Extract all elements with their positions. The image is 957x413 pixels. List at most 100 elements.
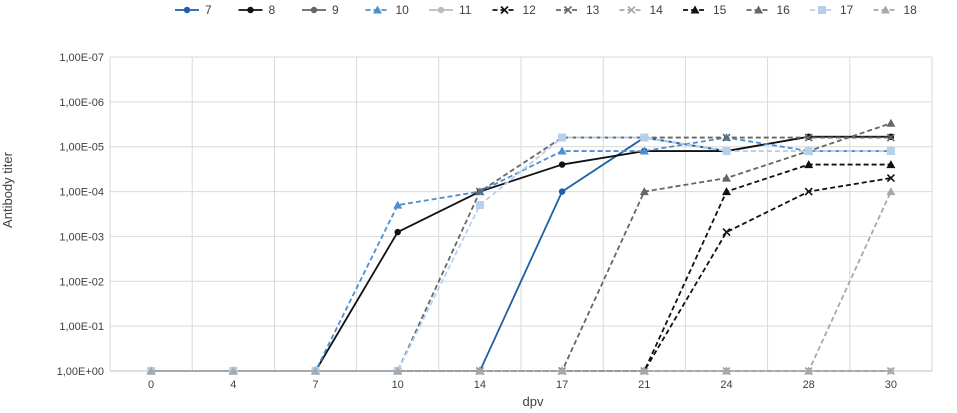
- legend-label: 9: [332, 3, 339, 17]
- marker-legend-15: [690, 5, 700, 14]
- marker-18-6: [639, 366, 649, 375]
- marker-17-6: [640, 133, 649, 142]
- x-tick-label: 28: [803, 379, 815, 391]
- marker-15-8: [804, 160, 814, 169]
- marker-16-9: [886, 118, 896, 127]
- x-tick-label: 21: [638, 379, 650, 391]
- legend-item-7: 7: [175, 3, 212, 17]
- marker-16-6: [639, 187, 649, 196]
- gridlines: [109, 56, 933, 372]
- marker-13-4: [475, 187, 484, 196]
- series-layer: [146, 118, 896, 376]
- y-tick-label: 1,00E-02: [59, 276, 104, 288]
- legend-label: 18: [904, 3, 918, 17]
- x-tick-label: 14: [474, 379, 486, 391]
- y-tick-label: 1,00E-07: [59, 52, 104, 64]
- marker-18-1: [228, 366, 238, 375]
- x-tick-label: 10: [392, 379, 404, 391]
- series-18: [146, 187, 896, 375]
- marker-12-8: [804, 187, 813, 196]
- marker-15-9: [886, 160, 896, 169]
- marker-13-7: [722, 133, 731, 142]
- marker-legend-10: [373, 5, 382, 14]
- legend-item-14: 14: [619, 3, 664, 17]
- x-axis-ticks: 0 4 7 10 14 17 21 24 28 30: [148, 379, 897, 391]
- legend-item-17: 17: [810, 3, 854, 17]
- marker-8-3: [394, 228, 401, 236]
- marker-12-9: [886, 174, 895, 183]
- legend: 7 8 9 10 11 12 13 14 15 16 17 18: [175, 3, 917, 17]
- marker-legend-11: [437, 6, 445, 14]
- marker-18-7: [722, 366, 731, 375]
- marker-18-4: [475, 366, 485, 375]
- y-axis-ticks: 1,00E+00 1,00E-01 1,00E-02 1,00E-03 1,00E-04…: [57, 52, 104, 378]
- marker-legend-18: [881, 5, 890, 14]
- marker-18-0: [146, 366, 156, 375]
- marker-14-9: [886, 366, 895, 376]
- y-tick-label: 1,00E-05: [59, 142, 104, 154]
- legend-item-10: 10: [365, 3, 410, 17]
- legend-item-18: 18: [873, 3, 918, 17]
- legend-label: 8: [269, 3, 276, 17]
- legend-item-16: 16: [746, 3, 791, 17]
- series-line-18: [151, 191, 892, 372]
- legend-label: 15: [713, 3, 727, 17]
- y-tick-label: 1,00E-03: [59, 231, 104, 243]
- legend-item-13: 13: [556, 3, 600, 17]
- legend-item-9: 9: [302, 3, 339, 17]
- marker-17-4: [475, 201, 484, 210]
- legend-label: 17: [840, 3, 854, 17]
- legend-label: 11: [459, 3, 472, 17]
- marker-15-7: [722, 187, 731, 196]
- legend-label: 13: [586, 3, 600, 17]
- legend-label: 16: [777, 3, 791, 17]
- marker-18-5: [557, 366, 567, 375]
- marker-legend-14: [627, 5, 636, 15]
- marker-legend-17: [818, 6, 826, 14]
- marker-10-5: [557, 146, 567, 155]
- marker-13-8: [804, 133, 813, 142]
- marker-legend-13: [563, 5, 573, 15]
- y-tick-label: 1,00E-01: [59, 321, 104, 333]
- marker-10-6: [639, 146, 649, 155]
- y-tick-label: 1,00E-06: [59, 97, 104, 109]
- marker-legend-9: [310, 6, 318, 14]
- marker-16-7: [722, 173, 731, 182]
- marker-17-5: [558, 133, 567, 142]
- marker-7-5: [558, 188, 566, 195]
- x-tick-label: 24: [720, 379, 732, 391]
- marker-17-7: [722, 147, 731, 156]
- legend-item-15: 15: [683, 3, 727, 17]
- marker-legend-7: [183, 6, 191, 14]
- legend-label: 10: [396, 3, 410, 17]
- marker-13-9: [886, 133, 895, 142]
- legend-label: 14: [650, 3, 664, 17]
- legend-label: 12: [523, 3, 537, 17]
- marker-10-3: [393, 200, 403, 209]
- y-axis-title: Antibody titer: [0, 151, 15, 228]
- marker-17-9: [886, 147, 895, 156]
- legend-item-12: 12: [492, 3, 537, 17]
- legend-item-8: 8: [238, 3, 276, 17]
- x-tick-label: 4: [230, 379, 236, 391]
- marker-legend-16: [754, 5, 763, 14]
- legend-label: 7: [205, 3, 212, 17]
- y-tick-label: 1,00E-04: [59, 187, 104, 199]
- marker-12-7: [722, 228, 731, 237]
- x-tick-label: 7: [312, 379, 318, 391]
- x-tick-label: 17: [556, 379, 568, 391]
- marker-legend-8: [247, 6, 254, 14]
- x-axis-title: dpv: [523, 394, 544, 409]
- marker-18-9: [886, 187, 896, 196]
- marker-18-2: [311, 366, 320, 375]
- x-tick-label: 30: [885, 379, 897, 391]
- marker-8-5: [558, 161, 566, 168]
- marker-18-3: [393, 366, 403, 375]
- marker-legend-12: [500, 5, 509, 15]
- x-tick-label: 0: [148, 379, 154, 391]
- legend-item-11: 11: [429, 3, 472, 17]
- marker-17-8: [804, 147, 813, 156]
- y-tick-label: 1,00E+00: [57, 366, 104, 378]
- marker-18-8: [804, 366, 814, 375]
